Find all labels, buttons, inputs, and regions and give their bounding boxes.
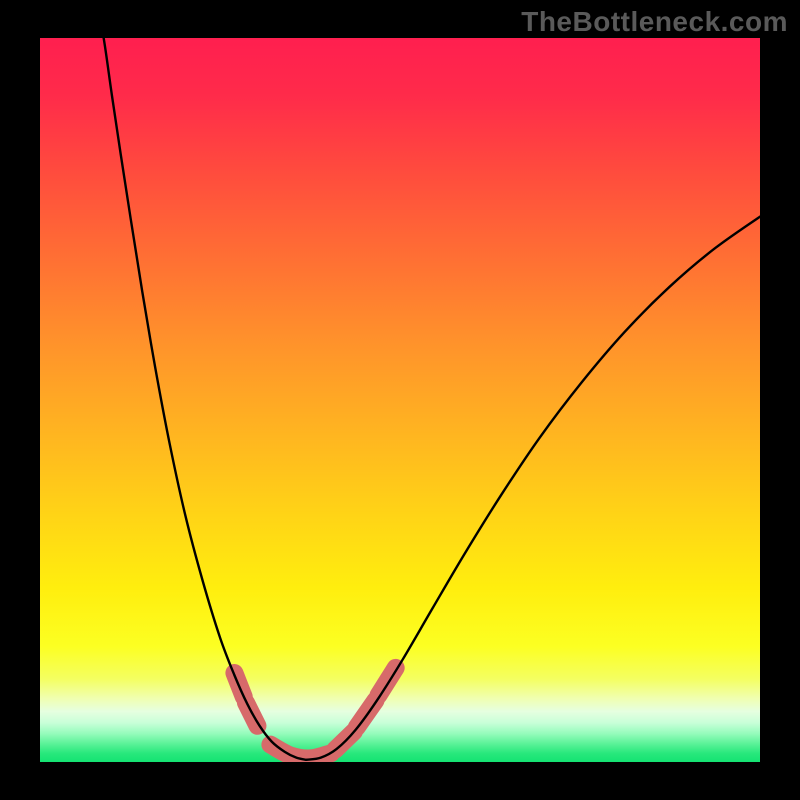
chart-viewport	[40, 38, 760, 762]
gradient-background	[40, 38, 760, 762]
watermark-text: TheBottleneck.com	[521, 6, 788, 38]
chart-svg	[40, 38, 760, 762]
chart-root: TheBottleneck.com	[0, 0, 800, 800]
